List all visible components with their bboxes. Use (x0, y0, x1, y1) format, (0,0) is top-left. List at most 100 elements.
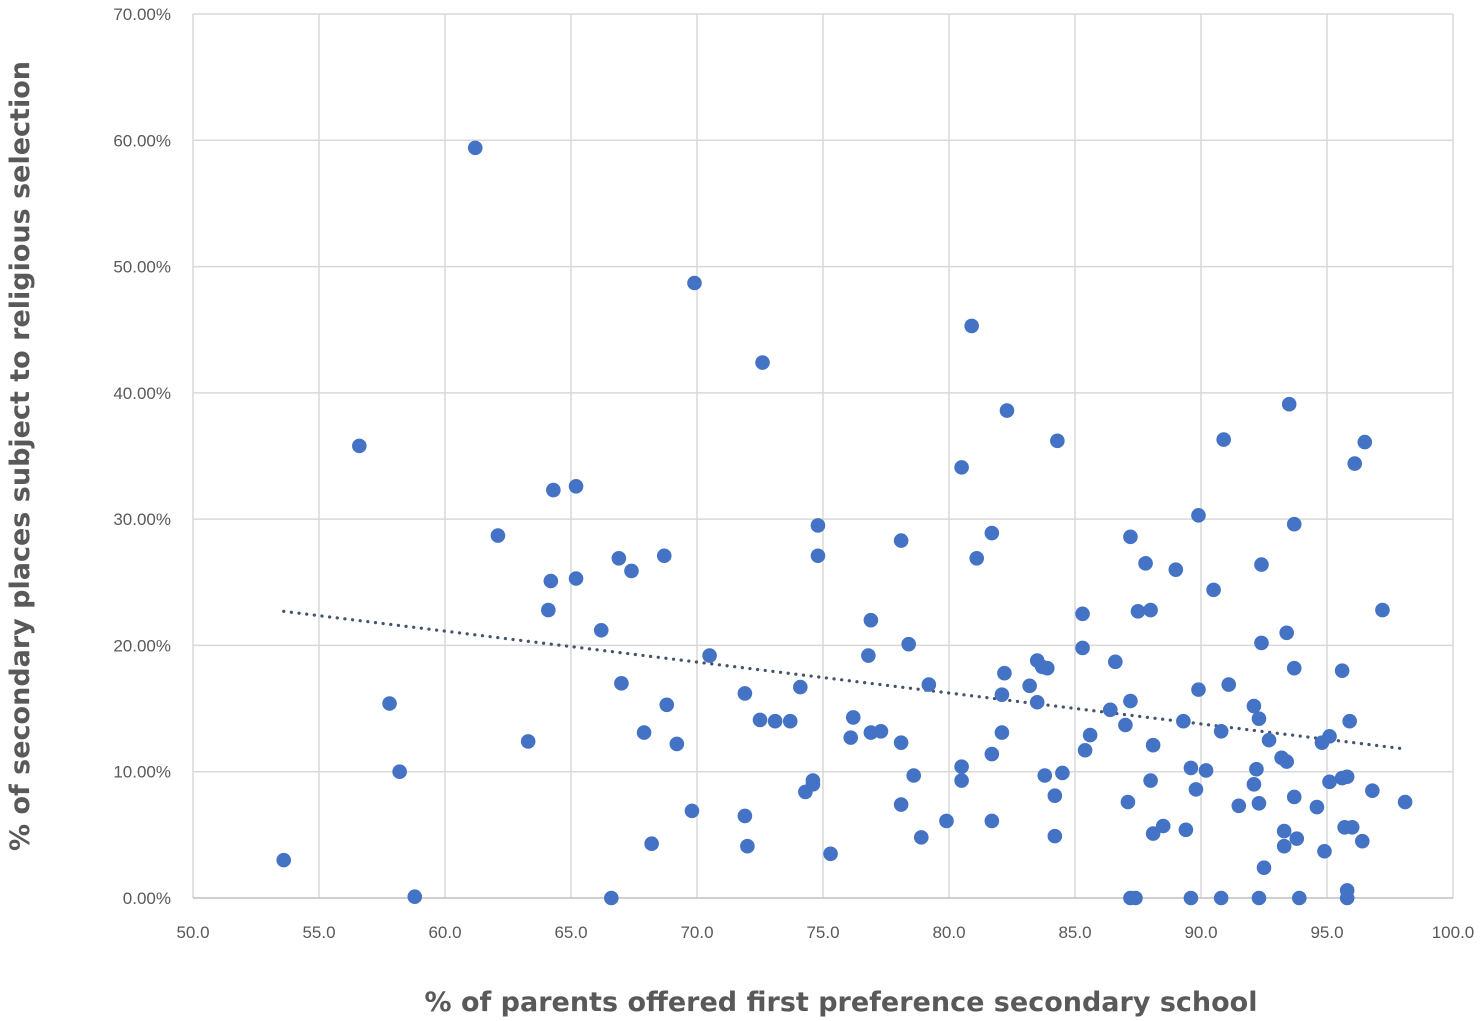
data-point (1145, 826, 1161, 841)
data-point (1251, 711, 1267, 726)
data-point (1279, 625, 1294, 641)
data-point (893, 735, 909, 750)
data-point (1029, 694, 1045, 710)
x-tick-label: 100.0 (1432, 923, 1475, 942)
data-point (1143, 773, 1158, 788)
data-point (1108, 654, 1123, 670)
x-tick-label: 90.0 (1184, 923, 1217, 942)
data-point (659, 697, 675, 713)
data-point (984, 746, 1000, 762)
data-point (1365, 783, 1380, 798)
data-point (755, 355, 770, 370)
data-point (1231, 798, 1247, 814)
data-point (1037, 768, 1053, 783)
data-point (1143, 602, 1158, 618)
data-point (669, 736, 685, 752)
x-tick-label: 85.0 (1058, 923, 1091, 942)
data-point (1191, 508, 1206, 523)
gridlines (192, 13, 1454, 898)
data-point (954, 460, 969, 475)
data-point (1221, 677, 1237, 692)
data-point (1249, 761, 1264, 777)
data-point (921, 677, 937, 692)
data-point (1286, 660, 1302, 676)
data-point (382, 696, 397, 711)
y-tick-label: 30.00% (113, 510, 171, 529)
data-point (392, 764, 407, 780)
data-point (997, 665, 1012, 681)
data-point (1130, 604, 1146, 619)
data-point (687, 275, 702, 291)
data-point (1213, 724, 1229, 739)
data-point (1188, 782, 1204, 797)
trendline (282, 609, 1407, 751)
data-point (1123, 529, 1138, 545)
data-point (1334, 663, 1350, 678)
data-point (893, 797, 909, 812)
x-tick-label: 60.0 (428, 923, 461, 942)
data-point (1176, 713, 1191, 729)
data-point (893, 533, 909, 548)
data-point (1357, 434, 1373, 450)
data-point (1145, 737, 1161, 753)
x-tick-label: 75.0 (806, 923, 839, 942)
data-point (964, 318, 979, 334)
data-point (1339, 769, 1355, 785)
data-point (1183, 890, 1199, 906)
data-point (1155, 818, 1171, 834)
data-point (873, 724, 889, 739)
y-tick-labels: 0.00% 10.00% 20.00% 30.00% 40.00% 50.00% 60.00… (113, 5, 171, 908)
data-point (1251, 795, 1267, 811)
data-point (906, 768, 922, 783)
data-point (1251, 890, 1267, 906)
data-point (1077, 742, 1093, 758)
data-point (939, 813, 954, 829)
data-point (1118, 717, 1133, 733)
data-point (490, 528, 506, 543)
data-point (1254, 557, 1269, 572)
data-point (1050, 433, 1065, 449)
data-point (984, 525, 1000, 541)
data-point (843, 730, 859, 745)
x-tick-label: 55.0 (302, 923, 335, 942)
data-point (1276, 838, 1292, 854)
data-point (1347, 456, 1363, 471)
data-point (1198, 763, 1214, 778)
data-point (1138, 556, 1153, 571)
data-point (1039, 660, 1055, 676)
data-point (520, 734, 536, 749)
data-point (1075, 606, 1090, 622)
data-point (1128, 890, 1143, 906)
data-point (863, 612, 879, 628)
data-point (1375, 602, 1390, 618)
data-point (793, 679, 808, 695)
y-tick-label: 10.00% (113, 763, 171, 782)
data-point (1246, 698, 1262, 714)
data-point (611, 550, 627, 566)
x-tick-label: 50.0 (176, 923, 209, 942)
data-point (543, 573, 559, 589)
data-point (467, 140, 483, 156)
data-point (861, 648, 876, 663)
data-point (1397, 794, 1413, 810)
y-axis-title: % of secondary places subject to religio… (5, 61, 36, 851)
data-point (644, 836, 659, 851)
data-point (1123, 693, 1138, 709)
data-point (1281, 396, 1297, 412)
data-point (740, 838, 755, 854)
data-point (702, 648, 717, 663)
data-point (1178, 822, 1194, 838)
data-point (1191, 682, 1206, 697)
data-point (604, 890, 619, 906)
data-point (1256, 860, 1272, 875)
data-point (541, 602, 556, 618)
y-tick-label: 60.00% (113, 131, 171, 150)
y-tick-label: 0.00% (123, 889, 171, 908)
data-point (810, 518, 826, 533)
data-point (1022, 678, 1037, 694)
data-point (614, 676, 629, 691)
data-point (1075, 640, 1090, 656)
x-tick-label: 80.0 (932, 923, 965, 942)
data-points (276, 140, 1413, 906)
